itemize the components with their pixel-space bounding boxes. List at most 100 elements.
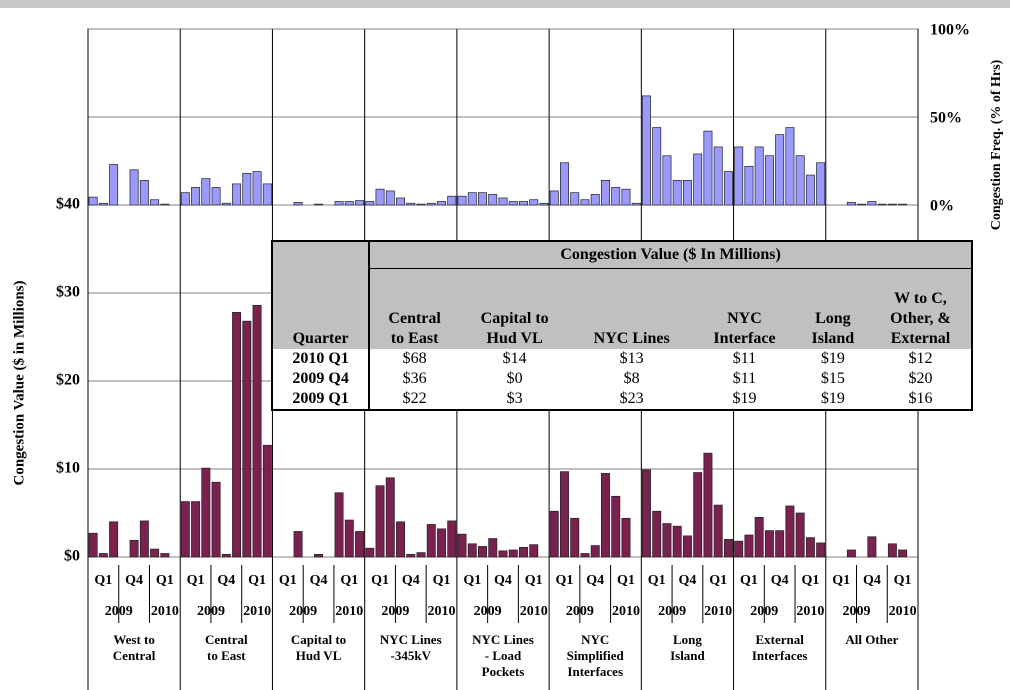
freq-bar bbox=[693, 153, 703, 206]
value-bar bbox=[641, 469, 651, 558]
year-label: 2010 bbox=[612, 604, 640, 619]
freq-bar bbox=[611, 187, 621, 206]
value-bar bbox=[713, 504, 723, 558]
x-tick-label: Q1 bbox=[433, 573, 451, 588]
freq-bar bbox=[88, 196, 98, 206]
value-bar bbox=[457, 533, 467, 558]
x-tick-label: Q4 bbox=[125, 573, 143, 588]
freq-bar bbox=[365, 201, 375, 206]
value-bar bbox=[109, 521, 119, 558]
top-band bbox=[0, 0, 1010, 8]
freq-bar bbox=[447, 195, 457, 206]
value-bar bbox=[344, 519, 354, 558]
freq-bar bbox=[662, 155, 672, 206]
x-tick-label: Q4 bbox=[863, 573, 881, 588]
y2-axis-label: Congestion Freq. (% of Hrs) bbox=[989, 59, 1004, 230]
value-bar bbox=[314, 554, 324, 558]
value-bar bbox=[98, 553, 108, 558]
group-label: NYC Lines -345kV bbox=[379, 632, 442, 663]
table-cell: $20 bbox=[908, 370, 933, 387]
row-header: 2009 Q1 bbox=[272, 389, 371, 410]
value-bar bbox=[682, 535, 692, 558]
value-bar bbox=[396, 521, 406, 558]
freq-bar bbox=[641, 95, 651, 206]
table-cell: $13 bbox=[619, 350, 644, 367]
value-bar bbox=[201, 467, 211, 558]
value-bar bbox=[652, 510, 662, 558]
freq-bar bbox=[467, 192, 477, 206]
x-tick-label: Q4 bbox=[494, 573, 512, 588]
freq-bar bbox=[406, 202, 416, 206]
value-bar bbox=[150, 548, 160, 558]
group-label: NYC Lines - Load Pockets bbox=[472, 632, 534, 679]
value-bar bbox=[437, 528, 446, 558]
freq-bar bbox=[795, 155, 805, 206]
freq-bar bbox=[672, 180, 682, 206]
freq-bar bbox=[334, 201, 344, 206]
freq-bar bbox=[201, 178, 211, 206]
group-label: Long Island bbox=[670, 632, 705, 663]
table-cell: $3 bbox=[506, 390, 523, 407]
value-bar bbox=[744, 534, 754, 558]
freq-bar bbox=[242, 172, 252, 206]
x-tick-label: Q1 bbox=[832, 573, 850, 588]
value-bar bbox=[580, 553, 590, 558]
freq-bar bbox=[529, 199, 539, 206]
value-bar bbox=[764, 530, 774, 558]
value-bar bbox=[365, 547, 375, 558]
x-tick-label: Q1 bbox=[894, 573, 912, 588]
group-label: NYC Simplified Interfaces bbox=[566, 632, 624, 679]
value-bar bbox=[129, 539, 139, 558]
freq-bar bbox=[221, 202, 231, 206]
freq-bar bbox=[314, 203, 324, 206]
value-bar bbox=[754, 517, 764, 558]
table-cell: $12 bbox=[908, 350, 933, 367]
value-bar bbox=[211, 481, 221, 558]
year-label: 2010 bbox=[335, 604, 363, 619]
value-bar bbox=[723, 539, 733, 558]
freq-bar bbox=[723, 171, 733, 206]
value-bar bbox=[887, 543, 897, 558]
freq-bar bbox=[519, 201, 528, 206]
year-label: 2010 bbox=[151, 604, 179, 619]
group-label: All Other bbox=[845, 632, 899, 647]
freq-bar bbox=[744, 165, 754, 206]
freq-bar bbox=[293, 202, 303, 206]
value-bar bbox=[621, 517, 631, 558]
value-bar bbox=[775, 530, 785, 558]
value-bar bbox=[406, 554, 416, 558]
group-label: Central to East bbox=[205, 632, 248, 663]
value-bar bbox=[180, 501, 190, 558]
value-bar bbox=[672, 525, 682, 558]
freq-bar bbox=[754, 146, 764, 206]
freq-bar bbox=[560, 162, 569, 206]
column-header: Capital to Hud VL bbox=[459, 268, 571, 349]
x-tick-label: Q1 bbox=[463, 573, 481, 588]
group-label: External Interfaces bbox=[751, 632, 808, 663]
column-header: Long Island bbox=[795, 268, 870, 349]
freq-bar bbox=[867, 201, 877, 206]
value-bar bbox=[416, 552, 426, 558]
y-axis-label: Congestion Value ($ in Millions) bbox=[11, 280, 27, 485]
table-cell: $36 bbox=[402, 370, 427, 387]
freq-bar bbox=[775, 134, 785, 206]
value-bar bbox=[611, 495, 621, 558]
year-label: 2010 bbox=[428, 604, 456, 619]
freq-bar bbox=[857, 203, 867, 206]
year-label: 2010 bbox=[243, 604, 271, 619]
freq-bar bbox=[887, 203, 897, 206]
value-bar bbox=[191, 501, 201, 558]
table-cell: $8 bbox=[623, 370, 640, 387]
y2-tick-label: 50% bbox=[930, 110, 962, 127]
freq-bar bbox=[877, 203, 887, 206]
value-bar bbox=[795, 512, 805, 558]
freq-bar bbox=[816, 162, 826, 206]
y-tick-label: $10 bbox=[56, 460, 80, 477]
freq-bar bbox=[590, 194, 600, 206]
value-bar bbox=[805, 537, 815, 558]
value-bar bbox=[139, 520, 149, 558]
value-bar bbox=[160, 553, 170, 558]
freq-bar bbox=[262, 183, 272, 206]
x-tick-label: Q1 bbox=[279, 573, 297, 588]
